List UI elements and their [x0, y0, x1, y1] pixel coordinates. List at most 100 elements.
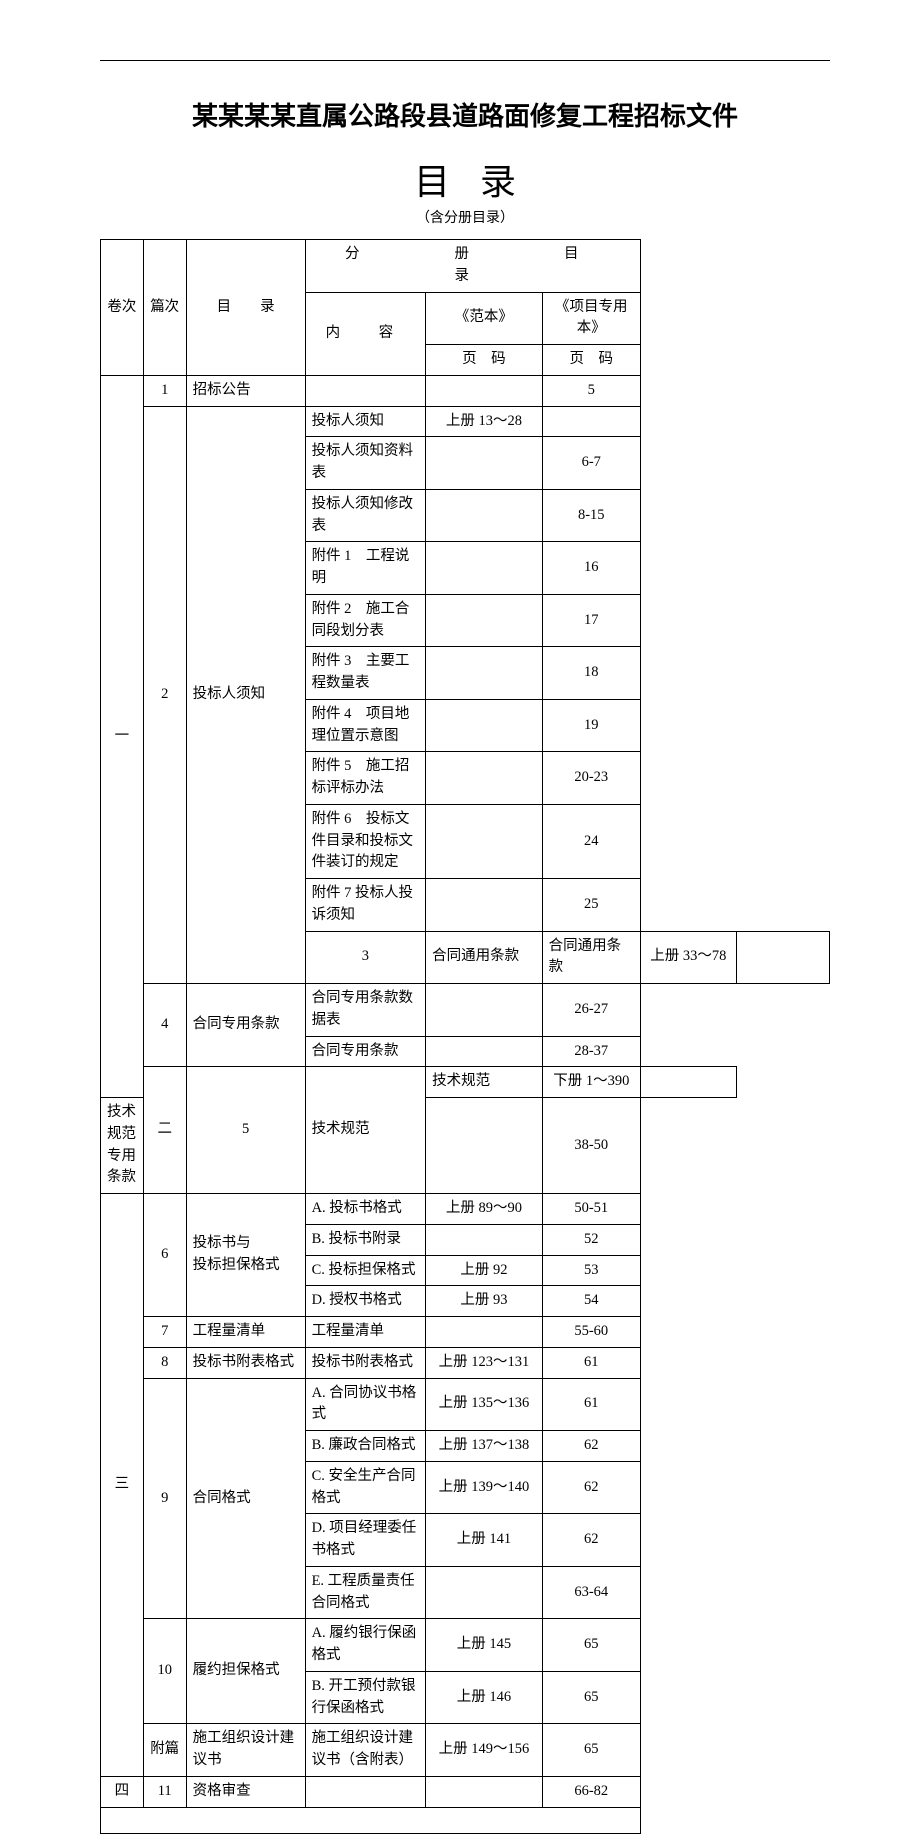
cell-page-2: 62 — [542, 1431, 640, 1462]
header-row-1: 卷次 篇次 目 录 分 册 目 录 — [101, 240, 830, 293]
cell-section-name: 投标书与 投标担保格式 — [186, 1194, 305, 1317]
table-row: 附篇施工组织设计建议书施工组织设计建议书（含附表）上册 149～15665 — [101, 1724, 830, 1777]
table-row: 8投标书附表格式投标书附表格式上册 123～13161 — [101, 1347, 830, 1378]
cell-page-1: 上册 13～28 — [426, 406, 542, 437]
cell-section-name: 技术规范 — [305, 1067, 426, 1194]
cell-page-1: 上册 146 — [426, 1671, 542, 1724]
cell-page-1: 上册 33～78 — [640, 931, 736, 984]
cell-page-1: 上册 123～131 — [426, 1347, 542, 1378]
document-title: 某某某某直属公路段县道路面修复工程招标文件 — [100, 96, 830, 133]
cell-page-1: 上册 137～138 — [426, 1431, 542, 1462]
cell-content: 合同专用条款 — [305, 1036, 426, 1067]
cell-content: 投标书附表格式 — [305, 1347, 426, 1378]
cell-content: 附件 2 施工合同段划分表 — [305, 594, 426, 647]
cell-content — [305, 1776, 426, 1807]
cell-page-2: 65 — [542, 1671, 640, 1724]
cell-page-2: 61 — [542, 1378, 640, 1431]
cell-page-1: 上册 135～136 — [426, 1378, 542, 1431]
cell-section-name: 合同格式 — [186, 1378, 305, 1619]
cell-page-2: 61 — [542, 1347, 640, 1378]
cell-section-name: 投标人须知 — [186, 406, 305, 984]
cell-page-2: 24 — [542, 804, 640, 878]
cell-content: A. 合同协议书格式 — [305, 1378, 426, 1431]
cell-page-2: 20-23 — [542, 752, 640, 805]
cell-page-2: 52 — [542, 1224, 640, 1255]
cell-page-2: 18 — [542, 647, 640, 700]
cell-page-1 — [426, 699, 542, 752]
cell-page-1 — [426, 804, 542, 878]
table-row: 10履约担保格式A. 履约银行保函格式上册 14565 — [101, 1619, 830, 1672]
cell-page-1 — [426, 1224, 542, 1255]
cell-page-1: 下册 1～390 — [542, 1067, 640, 1098]
cell-page-2: 16 — [542, 542, 640, 595]
cell-section-name: 招标公告 — [186, 375, 305, 406]
cell-page-2: 63-64 — [542, 1566, 640, 1619]
cell-chapter: 4 — [143, 984, 186, 1067]
hdr-chapter: 篇次 — [143, 240, 186, 376]
cell-content: 附件 6 投标文件目录和投标文件装订的规定 — [305, 804, 426, 878]
cell-content: 附件 7 投标人投诉须知 — [305, 879, 426, 932]
cell-chapter: 2 — [143, 406, 186, 984]
cell-content: B. 投标书附录 — [305, 1224, 426, 1255]
cell-page-2 — [640, 1067, 736, 1098]
toc-heading: 目录 — [100, 153, 830, 205]
hdr-p1-top: 《范本》 — [426, 292, 542, 345]
cell-page-1 — [426, 984, 542, 1037]
cell-page-2: 28-37 — [542, 1036, 640, 1067]
cell-chapter: 5 — [186, 1067, 305, 1194]
cell-content: 施工组织设计建议书（含附表） — [305, 1724, 426, 1777]
cell-content: A. 投标书格式 — [305, 1194, 426, 1225]
hdr-sub-toc: 分 册 目 录 — [305, 240, 640, 293]
cell-section-name: 资格审查 — [186, 1776, 305, 1807]
cell-page-2: 53 — [542, 1255, 640, 1286]
cell-empty — [101, 1807, 641, 1833]
cell-content: 合同专用条款数据表 — [305, 984, 426, 1037]
cell-page-2: 65 — [542, 1619, 640, 1672]
cell-chapter: 10 — [143, 1619, 186, 1724]
cell-page-2: 25 — [542, 879, 640, 932]
cell-page-2 — [736, 931, 829, 984]
cell-page-1 — [426, 489, 542, 542]
cell-content: 投标人须知 — [305, 406, 426, 437]
cell-chapter: 7 — [143, 1317, 186, 1348]
cell-chapter: 6 — [143, 1194, 186, 1317]
cell-page-1 — [426, 542, 542, 595]
table-row: 一1招标公告5 — [101, 375, 830, 406]
cell-section-name: 工程量清单 — [186, 1317, 305, 1348]
cell-page-2: 54 — [542, 1286, 640, 1317]
cell-page-2: 62 — [542, 1514, 640, 1567]
cell-content: D. 授权书格式 — [305, 1286, 426, 1317]
cell-page-1: 上册 139～140 — [426, 1461, 542, 1514]
cell-page-2: 62 — [542, 1461, 640, 1514]
cell-chapter: 8 — [143, 1347, 186, 1378]
cell-content: C. 投标担保格式 — [305, 1255, 426, 1286]
cell-volume: 一 — [101, 375, 144, 1097]
table-row: 2投标人须知投标人须知上册 13～28 — [101, 406, 830, 437]
cell-content: C. 安全生产合同格式 — [305, 1461, 426, 1514]
cell-content: 工程量清单 — [305, 1317, 426, 1348]
table-row: 4合同专用条款合同专用条款数据表26-27 — [101, 984, 830, 1037]
cell-page-2: 26-27 — [542, 984, 640, 1037]
hdr-volume: 卷次 — [101, 240, 144, 376]
cell-section-name: 合同通用条款 — [426, 931, 542, 984]
cell-content: D. 项目经理委任书格式 — [305, 1514, 426, 1567]
cell-section-name: 施工组织设计建议书 — [186, 1724, 305, 1777]
cell-page-2: 55-60 — [542, 1317, 640, 1348]
cell-page-1: 上册 89～90 — [426, 1194, 542, 1225]
cell-section-name: 投标书附表格式 — [186, 1347, 305, 1378]
cell-page-1 — [426, 1776, 542, 1807]
cell-page-1 — [426, 1566, 542, 1619]
cell-content: B. 廉政合同格式 — [305, 1431, 426, 1462]
cell-page-1 — [426, 437, 542, 490]
table-row-empty — [101, 1807, 830, 1833]
top-rule — [100, 60, 830, 61]
cell-content: 技术规范 — [426, 1067, 542, 1098]
cell-content: 附件 1 工程说明 — [305, 542, 426, 595]
cell-chapter: 1 — [143, 375, 186, 406]
hdr-p1-page: 页 码 — [426, 345, 542, 376]
cell-content: 附件 4 项目地理位置示意图 — [305, 699, 426, 752]
cell-page-1 — [426, 1036, 542, 1067]
cell-content: B. 开工预付款银行保函格式 — [305, 1671, 426, 1724]
cell-chapter: 附篇 — [143, 1724, 186, 1777]
cell-volume: 二 — [143, 1067, 186, 1194]
